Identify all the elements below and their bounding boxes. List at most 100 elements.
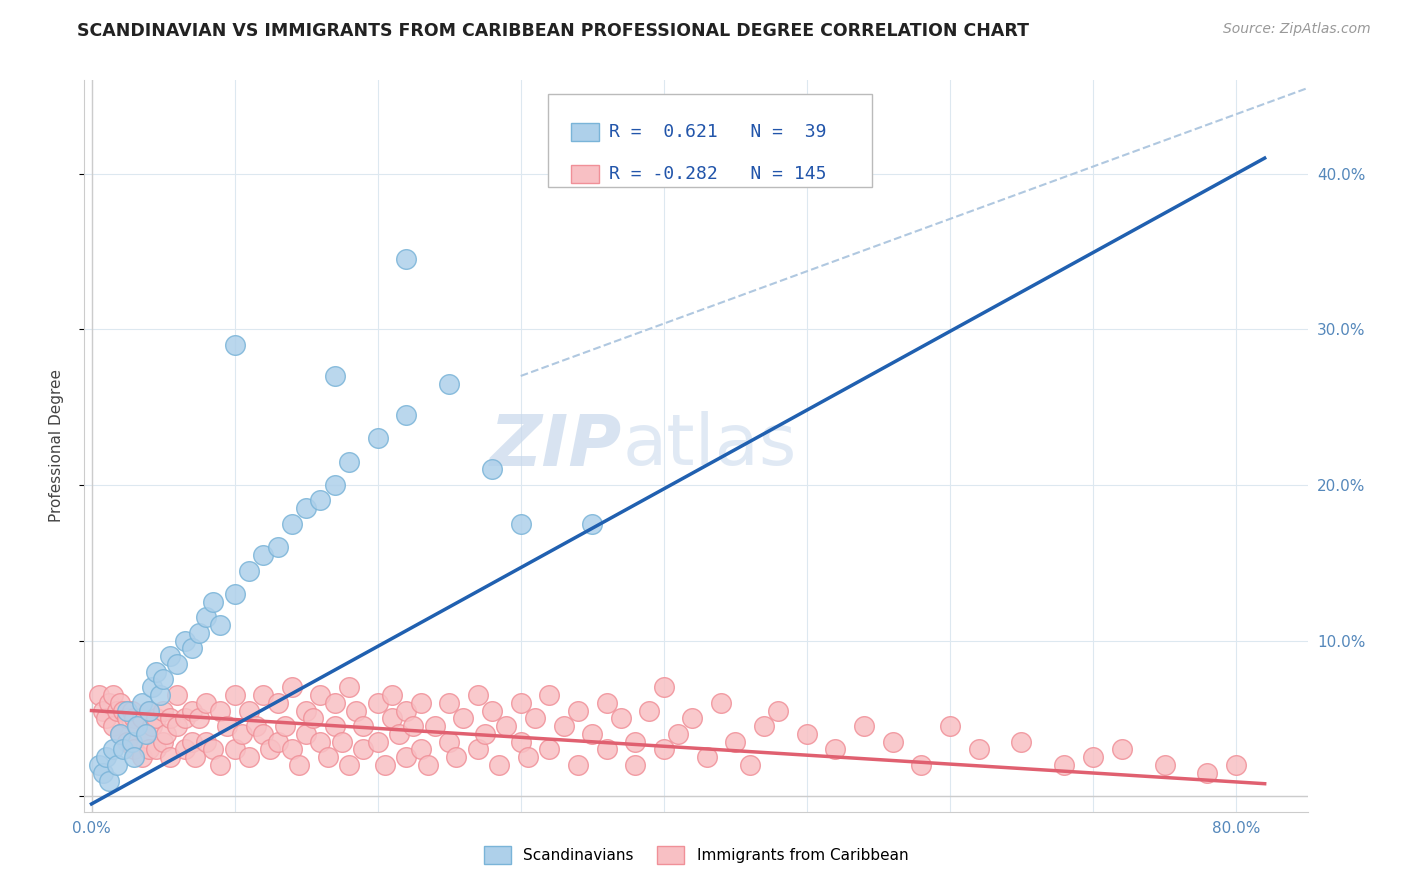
Point xyxy=(224,338,246,352)
Point xyxy=(266,734,288,748)
Point xyxy=(238,750,260,764)
Point xyxy=(388,727,411,741)
Point xyxy=(187,625,209,640)
Point xyxy=(437,696,460,710)
Point xyxy=(710,696,733,710)
Point xyxy=(395,750,418,764)
Point xyxy=(111,742,134,756)
Point xyxy=(194,610,217,624)
Point xyxy=(967,742,990,756)
Point xyxy=(337,758,360,772)
Point xyxy=(180,734,202,748)
Point xyxy=(302,711,325,725)
Point xyxy=(238,704,260,718)
Point xyxy=(337,454,360,468)
Point xyxy=(145,711,167,725)
Point xyxy=(1153,758,1175,772)
Point xyxy=(509,516,531,531)
Point xyxy=(423,719,446,733)
Point xyxy=(624,758,647,772)
Text: atlas: atlas xyxy=(623,411,797,481)
Point xyxy=(105,758,128,772)
Point xyxy=(409,696,432,710)
Point xyxy=(281,516,304,531)
Point xyxy=(581,727,603,741)
Point xyxy=(652,742,675,756)
Point xyxy=(121,734,143,748)
Point xyxy=(752,719,775,733)
Point xyxy=(323,368,346,383)
Point xyxy=(180,704,202,718)
Point xyxy=(202,742,225,756)
Point xyxy=(509,734,531,748)
Point xyxy=(367,696,389,710)
Point xyxy=(437,376,460,391)
Point xyxy=(337,680,360,694)
Point xyxy=(97,773,120,788)
Point xyxy=(245,719,267,733)
Point xyxy=(238,564,260,578)
Point xyxy=(738,758,761,772)
Point xyxy=(101,719,124,733)
Point xyxy=(624,734,647,748)
Point xyxy=(581,516,603,531)
Point xyxy=(173,742,195,756)
Point xyxy=(159,649,181,664)
Text: R = -0.282   N = 145: R = -0.282 N = 145 xyxy=(609,165,827,184)
Point xyxy=(309,688,332,702)
Point xyxy=(288,758,311,772)
Point xyxy=(135,727,157,741)
Point xyxy=(111,704,134,718)
Point xyxy=(124,742,146,756)
Point xyxy=(538,688,561,702)
Point xyxy=(152,704,174,718)
Point xyxy=(259,742,281,756)
Point xyxy=(266,696,288,710)
Point xyxy=(108,727,131,741)
Point xyxy=(1053,758,1076,772)
Point xyxy=(117,704,139,718)
Point xyxy=(273,719,295,733)
Point xyxy=(516,750,538,764)
Point xyxy=(381,711,404,725)
Text: ZIP: ZIP xyxy=(491,411,623,481)
Point xyxy=(467,688,489,702)
Point xyxy=(131,696,153,710)
Point xyxy=(488,758,510,772)
Point xyxy=(330,734,353,748)
Point xyxy=(481,704,503,718)
Point xyxy=(152,734,174,748)
Point xyxy=(209,704,232,718)
Point xyxy=(595,742,617,756)
Point xyxy=(309,493,332,508)
Point xyxy=(105,704,128,718)
Point xyxy=(127,719,149,733)
Point xyxy=(117,734,139,748)
Point xyxy=(524,711,547,725)
Point xyxy=(395,704,418,718)
Point xyxy=(180,641,202,656)
Point xyxy=(97,696,120,710)
Point xyxy=(121,704,143,718)
Point xyxy=(166,657,188,671)
Point xyxy=(252,688,274,702)
Point xyxy=(1111,742,1133,756)
Point xyxy=(155,727,177,741)
Point xyxy=(316,750,339,764)
Point xyxy=(1197,765,1219,780)
Point xyxy=(266,540,288,554)
Point xyxy=(166,719,188,733)
Point xyxy=(159,711,181,725)
Point xyxy=(194,696,217,710)
Point xyxy=(1081,750,1104,764)
Point xyxy=(117,711,139,725)
Text: Source: ZipAtlas.com: Source: ZipAtlas.com xyxy=(1223,22,1371,37)
Point xyxy=(309,734,332,748)
Point xyxy=(437,734,460,748)
Point xyxy=(295,727,318,741)
Point xyxy=(217,719,239,733)
Point xyxy=(374,758,396,772)
Point xyxy=(538,742,561,756)
Point xyxy=(474,727,496,741)
Point xyxy=(131,750,153,764)
